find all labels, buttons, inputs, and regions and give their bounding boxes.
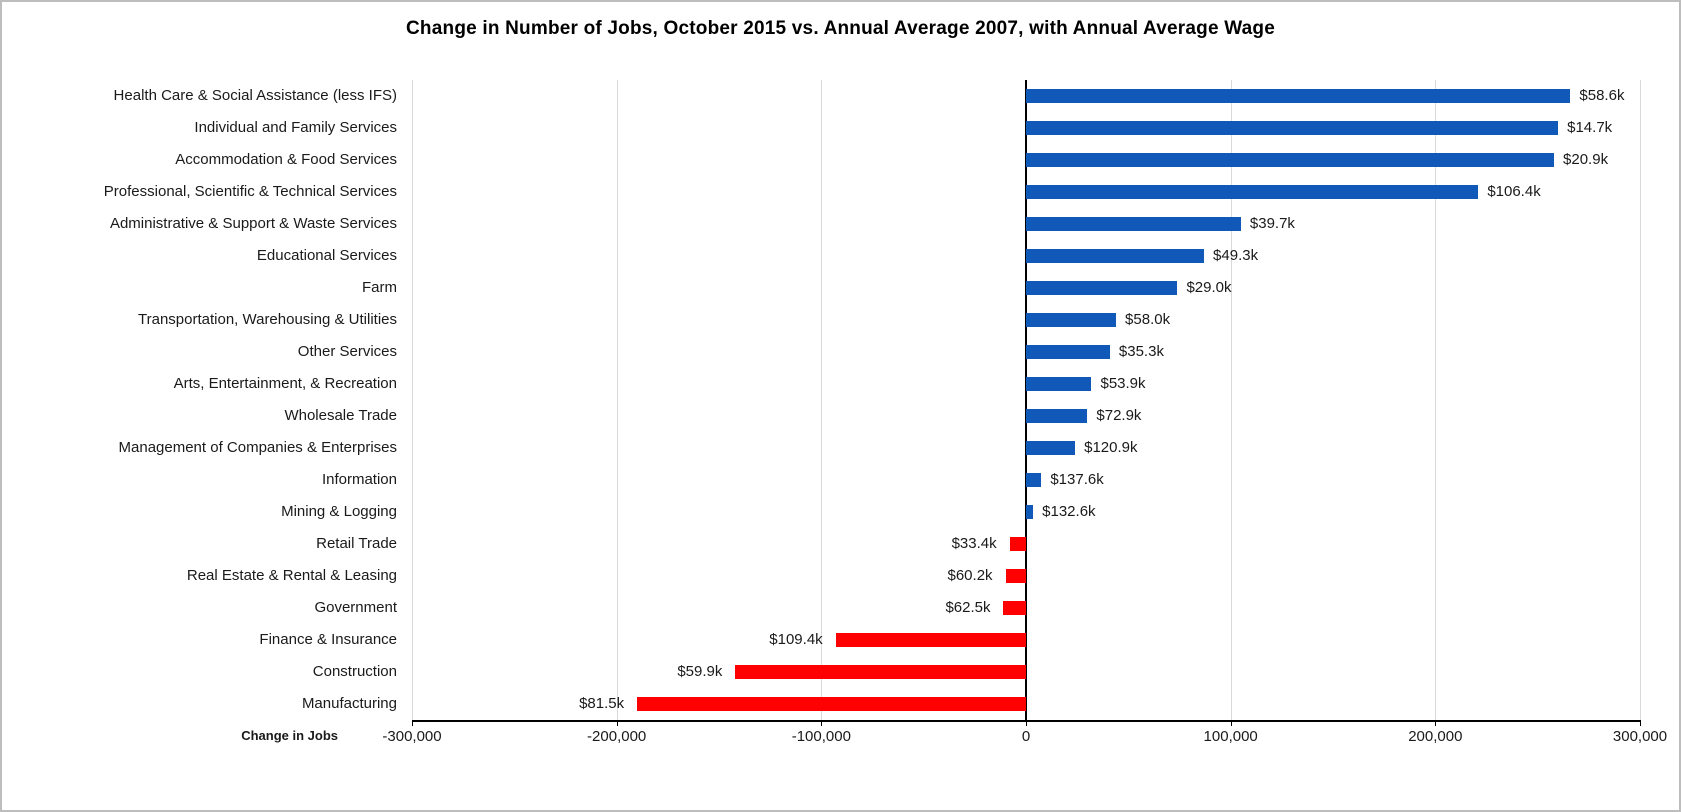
- category-label: Manufacturing: [301, 695, 397, 712]
- bar: [637, 697, 1026, 711]
- tick-mark: [1435, 720, 1437, 726]
- category-label: Arts, Entertainment, & Recreation: [173, 375, 397, 392]
- bar: [1026, 217, 1241, 231]
- bar: [1026, 153, 1555, 167]
- bar: [1026, 505, 1034, 519]
- bar: [1003, 601, 1026, 615]
- bar: [1026, 185, 1479, 199]
- value-label: $33.4k: [951, 535, 997, 552]
- category-label: Construction: [312, 663, 397, 680]
- category-label: Educational Services: [256, 247, 397, 264]
- value-label: $132.6k: [1042, 503, 1096, 520]
- category-label: Retail Trade: [316, 535, 397, 552]
- x-axis-title: Change in Jobs: [241, 728, 338, 743]
- tick-mark: [1230, 720, 1232, 726]
- tick-label: 100,000: [1203, 728, 1258, 745]
- tick-mark: [1640, 720, 1641, 726]
- bar: [1026, 89, 1571, 103]
- bar: [1026, 473, 1042, 487]
- tick-label: -300,000: [382, 728, 442, 745]
- bar: [1026, 377, 1092, 391]
- value-label: $81.5k: [579, 695, 625, 712]
- bar: [1026, 313, 1117, 327]
- category-label: Finance & Insurance: [259, 631, 397, 648]
- category-label: Other Services: [297, 343, 397, 360]
- category-label: Management of Companies & Enterprises: [118, 439, 397, 456]
- tick-mark: [1026, 720, 1027, 726]
- tick-mark: [412, 720, 413, 726]
- bar: [1009, 537, 1026, 551]
- value-label: $62.5k: [945, 599, 991, 616]
- value-label: $137.6k: [1050, 471, 1104, 488]
- bar: [1026, 121, 1559, 135]
- value-label: $35.3k: [1118, 343, 1164, 360]
- value-label: $106.4k: [1487, 183, 1541, 200]
- category-label: Health Care & Social Assistance (less IF…: [113, 87, 397, 104]
- value-label: $29.0k: [1186, 279, 1232, 296]
- category-label: Government: [314, 599, 397, 616]
- category-label: Accommodation & Food Services: [175, 151, 397, 168]
- category-label: Real Estate & Rental & Leasing: [186, 567, 397, 584]
- value-label: $59.9k: [677, 663, 723, 680]
- value-label: $14.7k: [1567, 119, 1613, 136]
- value-label: $109.4k: [769, 631, 823, 648]
- tick-label: 300,000: [1612, 728, 1668, 745]
- category-label: Professional, Scientific & Technical Ser…: [103, 183, 397, 200]
- bar: [1026, 441, 1076, 455]
- tick-label: -100,000: [791, 728, 851, 745]
- category-label: Farm: [362, 279, 397, 296]
- value-label: $60.2k: [947, 567, 993, 584]
- gridline: [1640, 80, 1641, 720]
- bar: [1026, 249, 1205, 263]
- category-label: Administrative & Support & Waste Service…: [109, 215, 397, 232]
- bar: [1026, 409, 1088, 423]
- bar: [1026, 281, 1178, 295]
- gridline: [821, 80, 823, 720]
- bar: [1005, 569, 1026, 583]
- tick-label: -200,000: [587, 728, 647, 745]
- zero-axis-line: [1025, 80, 1027, 720]
- value-label: $72.9k: [1096, 407, 1142, 424]
- category-label: Mining & Logging: [281, 503, 397, 520]
- value-label: $39.7k: [1249, 215, 1295, 232]
- category-label: Information: [321, 471, 397, 488]
- tick-mark: [616, 720, 618, 726]
- bar: [1026, 345, 1110, 359]
- category-label: Transportation, Warehousing & Utilities: [138, 311, 397, 328]
- bar: [735, 665, 1026, 679]
- gridline: [616, 80, 618, 720]
- value-label: $49.3k: [1213, 247, 1259, 264]
- category-label: Wholesale Trade: [284, 407, 397, 424]
- value-label: $58.6k: [1579, 87, 1625, 104]
- gridline: [1435, 80, 1437, 720]
- value-label: $120.9k: [1084, 439, 1138, 456]
- tick-mark: [821, 720, 823, 726]
- gridline: [412, 80, 413, 720]
- gridline: [1230, 80, 1232, 720]
- tick-label: 200,000: [1408, 728, 1463, 745]
- tick-label: 0: [1021, 728, 1031, 745]
- value-label: $20.9k: [1563, 151, 1609, 168]
- chart-title: Change in Number of Jobs, October 2015 v…: [406, 18, 1275, 39]
- value-label: $58.0k: [1125, 311, 1171, 328]
- value-label: $53.9k: [1100, 375, 1146, 392]
- bar: [835, 633, 1026, 647]
- category-label: Individual and Family Services: [194, 119, 397, 136]
